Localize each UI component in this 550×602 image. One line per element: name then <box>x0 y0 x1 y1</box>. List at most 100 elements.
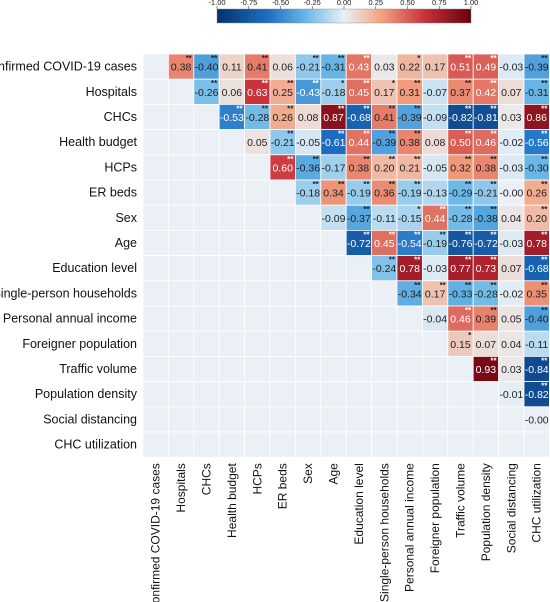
heatmap-cell <box>523 179 550 206</box>
significance-marker: ** <box>363 230 370 239</box>
colorbar-tick-label: 0.50 <box>400 0 415 7</box>
heatmap-cell <box>167 204 195 231</box>
significance-marker: ** <box>541 281 548 290</box>
heatmap-cell <box>218 78 245 105</box>
heatmap-cell <box>269 355 296 382</box>
colorbar-tick-label: 1.00 <box>464 0 479 7</box>
colorbar-tick-label: -0.25 <box>304 0 321 7</box>
heatmap-cell <box>371 406 398 433</box>
heatmap-cell <box>396 78 423 105</box>
significance-marker: ** <box>389 104 396 113</box>
significance-marker: ** <box>236 104 243 113</box>
significance-marker: ** <box>490 306 497 315</box>
heatmap-cell <box>193 381 220 408</box>
cell-value: -0.30 <box>525 162 549 174</box>
heatmap-cell <box>142 406 169 433</box>
cell-value: 0.86 <box>526 112 547 124</box>
cell-value: -0.38 <box>474 213 498 225</box>
heatmap-cell <box>498 431 525 458</box>
cell-value: 0.04 <box>501 213 522 225</box>
cell-value: -0.19 <box>423 238 447 250</box>
significance-marker: ** <box>440 281 447 290</box>
heatmap-cell <box>447 104 474 131</box>
cell-value: 0.35 <box>526 288 547 300</box>
heatmap-cell <box>244 179 271 206</box>
cell-value: 0.08 <box>425 137 446 149</box>
heatmap-cell <box>269 179 296 206</box>
cell-value: -0.07 <box>423 87 447 99</box>
heatmap-cell <box>167 355 195 382</box>
significance-marker: ** <box>490 281 497 290</box>
heatmap-cell <box>523 431 550 458</box>
cell-value: -0.33 <box>449 288 473 300</box>
cell-value: 0.04 <box>501 339 522 351</box>
cell-value: -0.43 <box>296 87 320 99</box>
significance-marker: ** <box>287 130 294 139</box>
cell-value: 0.21 <box>399 162 420 174</box>
heatmap-cell <box>472 381 500 408</box>
heatmap-cell <box>421 305 449 332</box>
heatmap-cell <box>320 204 347 231</box>
heatmap-cell <box>142 355 169 382</box>
cell-value: 0.60 <box>272 162 293 174</box>
significance-marker: ** <box>389 230 396 239</box>
heatmap-cell <box>320 53 347 80</box>
cell-value: -0.31 <box>322 62 346 74</box>
heatmap-cell <box>142 381 169 408</box>
cell-value: 0.07 <box>501 87 522 99</box>
row-label: Health budget <box>59 135 137 149</box>
significance-marker: ** <box>465 155 472 164</box>
cell-value: 0.17 <box>425 288 446 300</box>
row-label: Traffic volume <box>59 362 137 376</box>
heatmap-cell <box>421 255 449 282</box>
heatmap-cell <box>320 280 347 307</box>
row-label: HCPs <box>104 160 137 174</box>
significance-marker: ** <box>389 155 396 164</box>
significance-marker: ** <box>414 104 421 113</box>
heatmap-cell <box>320 381 347 408</box>
heatmap-cell <box>320 355 347 382</box>
heatmap-cell <box>320 330 347 357</box>
heatmap-cell <box>244 204 271 231</box>
cell-value: -0.05 <box>423 162 447 174</box>
heatmap-cell <box>142 179 169 206</box>
heatmap-cell <box>218 204 245 231</box>
cell-value: -0.03 <box>499 62 523 74</box>
row-label: Personal annual income <box>3 312 137 326</box>
heatmap-cell <box>447 355 474 382</box>
heatmap-cell <box>523 78 550 105</box>
heatmap-cell <box>523 406 550 433</box>
cell-value: -0.72 <box>474 238 498 250</box>
heatmap-cell <box>371 255 398 282</box>
heatmap-cell <box>345 330 373 357</box>
significance-marker: ** <box>541 104 548 113</box>
heatmap-cell <box>447 381 474 408</box>
significance-marker: ** <box>389 130 396 139</box>
heatmap-cell <box>396 229 423 256</box>
significance-marker: ** <box>414 180 421 189</box>
heatmap-cell <box>447 431 474 458</box>
cell-value: 0.63 <box>247 87 268 99</box>
colorbar-gradient <box>216 8 472 24</box>
heatmap-cell <box>421 431 449 458</box>
heatmap-cell <box>396 330 423 357</box>
heatmap-cell <box>447 406 474 433</box>
heatmap-cell <box>193 104 220 131</box>
significance-marker: ** <box>313 54 320 63</box>
significance-marker: ** <box>465 230 472 239</box>
significance-marker: ** <box>338 130 345 139</box>
cell-value: -0.24 <box>372 263 396 275</box>
significance-marker: ** <box>338 104 345 113</box>
cell-value: 0.17 <box>425 62 446 74</box>
heatmap-cell <box>320 78 347 105</box>
heatmap-cell <box>269 431 296 458</box>
heatmap-cell <box>167 255 195 282</box>
cell-value: -0.11 <box>373 213 396 225</box>
cell-value: -0.15 <box>398 213 422 225</box>
significance-marker: ** <box>363 205 370 214</box>
cell-value: 0.77 <box>450 263 471 275</box>
heatmap-cell <box>244 406 271 433</box>
heatmap-cell <box>218 104 245 131</box>
cell-value: -0.84 <box>525 364 549 376</box>
